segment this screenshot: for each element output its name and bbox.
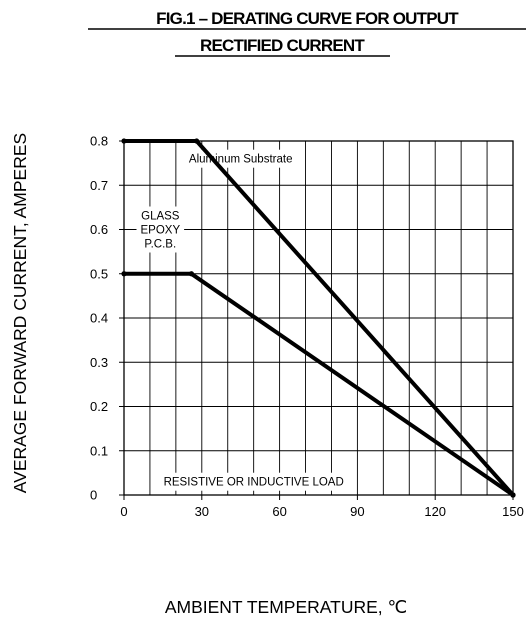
annotations: Aluminum Substrate GLASS EPOXY P.C.B. RESIST… [136, 149, 347, 491]
x-tick-label: 150 [502, 504, 524, 519]
x-axis-label: AMBIENT TEMPERATURE, ℃ [165, 597, 407, 617]
x-tick-labels: 0 30 60 90 120 150 [120, 495, 524, 519]
y-axis-label: AVERAGE FORWARD CURRENT, AMPERES [10, 133, 30, 493]
chart-title-line-2: RECTIFIED CURRENT [200, 36, 365, 55]
grid [124, 141, 513, 495]
y-tick-labels: 0 0.1 0.2 0.3 0.4 0.5 0.6 0.7 0.8 [90, 134, 124, 503]
y-tick-label: 0.4 [90, 311, 108, 326]
annotation-text: P.C.B. [144, 239, 176, 251]
x-tick-label: 0 [120, 504, 127, 519]
annotation-background [136, 206, 185, 253]
series-2-line [122, 271, 515, 497]
x-tick-label: 120 [424, 504, 446, 519]
y-tick-label: 0.3 [90, 355, 108, 370]
annotation-text: Aluminum Substrate [189, 154, 293, 166]
annotation-text: GLASS [141, 211, 180, 223]
y-tick-label: 0.6 [90, 222, 108, 237]
y-tick-label: 0.7 [90, 178, 108, 193]
y-tick-label: 0 [90, 488, 97, 503]
y-tick-label: 0.5 [90, 266, 108, 281]
annotation-background [160, 472, 347, 491]
x-tick-label: 90 [350, 504, 364, 519]
series-2-point [188, 271, 195, 277]
x-tick-label: 60 [272, 504, 286, 519]
y-tick-label: 0.2 [90, 399, 108, 414]
y-tick-label: 0.1 [90, 443, 108, 458]
x-tick-label: 30 [195, 504, 209, 519]
y-tick-label: 0.8 [90, 134, 108, 149]
annotation-text: EPOXY [140, 225, 180, 237]
chart-title-line-1: FIG.1 – DERATING CURVE FOR OUTPUT [156, 9, 459, 28]
annotation-text: RESISTIVE OR INDUCTIVE LOAD [164, 477, 344, 489]
